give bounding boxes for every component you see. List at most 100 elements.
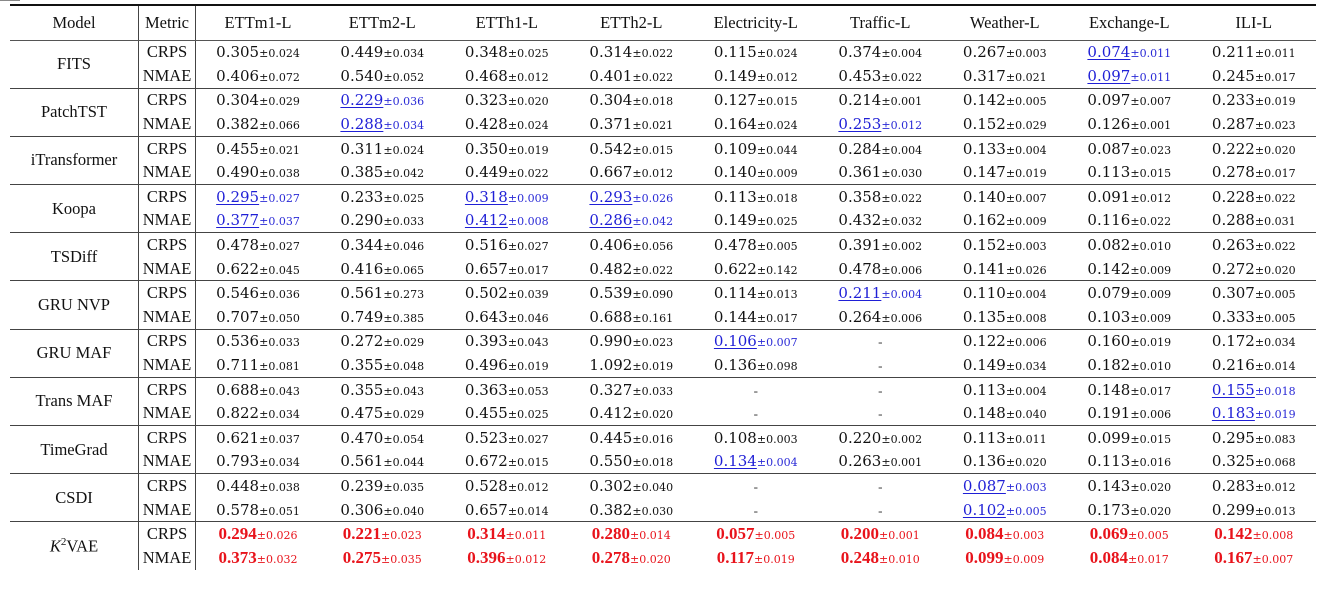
table-row: NMAE 0.711±0.081 0.355±0.048 0.496±0.019 1.0… xyxy=(10,353,1316,378)
std-value: ±0.024 xyxy=(756,119,798,133)
mean-value: 0.382 xyxy=(216,115,260,134)
mean-value: 0.116 xyxy=(1087,211,1131,230)
std-value: ±0.017 xyxy=(1130,384,1172,398)
value-cell: 0.160±0.019 xyxy=(1067,328,1192,354)
mean-value: 0.523 xyxy=(464,428,508,447)
mean-value: 0.057 xyxy=(716,524,755,544)
value-cell: 0.294±0.026 xyxy=(195,521,320,546)
table-row: FITS CRPS 0.305±0.024 0.449±0.034 0.348±0.02… xyxy=(10,40,1317,89)
std-value: ±0.012 xyxy=(881,119,923,133)
value-cell: 0.106±0.007 xyxy=(693,328,818,354)
std-value: ±0.034 xyxy=(1254,336,1296,350)
value-cell: 0.211±0.004 xyxy=(818,280,943,306)
mean-value: 0.117 xyxy=(716,548,755,568)
value-cell: 0.502±0.039 xyxy=(444,280,569,306)
std-value: ±0.023 xyxy=(381,529,422,543)
mean-value: 0.546 xyxy=(216,284,260,303)
value-cell: - xyxy=(818,498,943,522)
metric-label: NMAE xyxy=(138,112,196,137)
value-cell: 0.478±0.006 xyxy=(818,257,943,281)
column-header-traffic-l: Traffic-L xyxy=(818,4,943,41)
value-cell: 0.361±0.030 xyxy=(818,160,943,184)
value-cell: 0.302±0.040 xyxy=(569,473,694,498)
value-cell: 0.344±0.046 xyxy=(320,232,445,257)
mean-value: 0.561 xyxy=(340,452,384,471)
std-value: ±0.011 xyxy=(1130,47,1172,61)
std-value: ±0.009 xyxy=(1005,215,1047,229)
mean-value: 0.317 xyxy=(962,66,1006,85)
std-value: ±0.034 xyxy=(259,408,300,422)
mean-value: 0.448 xyxy=(216,476,260,495)
mean-value: 0.496 xyxy=(464,356,508,375)
mean-value: 0.333 xyxy=(1211,307,1255,326)
value-cell: 0.496±0.019 xyxy=(445,353,570,377)
mean-value: 0.114 xyxy=(713,284,757,303)
std-value: ±0.019 xyxy=(507,360,549,374)
value-cell: 0.490±0.038 xyxy=(196,160,321,184)
mean-value: 0.348 xyxy=(464,43,508,62)
value-cell: 0.272±0.020 xyxy=(1192,257,1317,281)
value-cell: 0.263±0.022 xyxy=(1191,232,1316,257)
mean-value: 0.314 xyxy=(589,43,633,62)
metric-label: NMAE xyxy=(138,353,196,378)
mean-value: 0.314 xyxy=(467,524,506,544)
missing-value: - xyxy=(878,382,883,398)
missing-value: - xyxy=(878,334,883,350)
mean-value: 0.396 xyxy=(467,548,506,568)
value-cell: 0.540±0.052 xyxy=(320,64,445,88)
mean-value: 0.248 xyxy=(840,548,880,568)
value-cell: 0.233±0.025 xyxy=(320,184,445,209)
value-cell: 0.622±0.142 xyxy=(694,257,819,281)
std-value: ±0.030 xyxy=(632,504,674,518)
value-cell: 0.211±0.011 xyxy=(1192,40,1317,64)
mean-value: 0.455 xyxy=(464,404,508,423)
std-value: ±0.009 xyxy=(1003,553,1045,567)
value-cell: 0.173±0.020 xyxy=(1067,498,1192,522)
mean-value: 0.263 xyxy=(1211,236,1255,255)
std-value: ±0.003 xyxy=(1005,47,1047,61)
std-value: ±0.027 xyxy=(507,240,549,254)
table-row: CSDI CRPS 0.448±0.038 0.239±0.035 0.528±0.01… xyxy=(10,473,1316,522)
std-value: ±0.081 xyxy=(259,360,300,374)
value-cell: 0.416±0.065 xyxy=(320,257,445,281)
column-header-etth2-l: ETTh2-L xyxy=(569,4,694,41)
mean-value: 0.091 xyxy=(1087,187,1131,206)
std-value: ±0.007 xyxy=(1130,95,1172,109)
mean-value: 0.160 xyxy=(1087,332,1131,351)
std-value: ±0.020 xyxy=(1005,456,1047,470)
std-value: ±0.022 xyxy=(632,47,674,61)
mean-value: 0.711 xyxy=(216,356,260,375)
std-value: ±0.052 xyxy=(383,70,425,84)
mean-value: 0.211 xyxy=(838,284,882,303)
value-cell: 0.136±0.020 xyxy=(943,450,1068,474)
mean-value: 0.152 xyxy=(962,236,1006,255)
value-cell: 0.355±0.043 xyxy=(320,376,445,402)
mean-value: 0.221 xyxy=(342,524,382,544)
std-value: ±0.026 xyxy=(1005,263,1047,277)
mean-value: 0.164 xyxy=(713,115,757,134)
value-cell: 0.536±0.033 xyxy=(195,328,320,354)
mean-value: 0.432 xyxy=(838,211,882,230)
mean-value: 0.299 xyxy=(1211,500,1255,519)
value-cell: 0.087±0.023 xyxy=(1067,135,1192,161)
mean-value: 0.099 xyxy=(1087,428,1131,447)
std-value: ±0.020 xyxy=(632,408,674,422)
mean-value: 0.082 xyxy=(1087,236,1131,255)
mean-value: 0.449 xyxy=(340,43,384,62)
value-cell: 0.546±0.036 xyxy=(195,280,320,306)
mean-value: 0.152 xyxy=(962,115,1006,134)
mean-value: 0.478 xyxy=(838,259,882,278)
value-cell: 0.432±0.032 xyxy=(818,209,943,233)
mean-value: 0.318 xyxy=(464,187,508,206)
mean-value: 0.468 xyxy=(464,66,508,85)
value-cell: 0.478±0.027 xyxy=(195,232,320,257)
mean-value: 0.416 xyxy=(340,259,384,278)
value-cell: 0.371±0.021 xyxy=(569,112,694,136)
metric-label: CRPS xyxy=(138,280,196,306)
mean-value: 0.148 xyxy=(962,404,1006,423)
std-value: ±0.002 xyxy=(881,240,923,254)
std-value: ±0.004 xyxy=(1005,384,1047,398)
table-row: GRU MAF CRPS 0.536±0.033 0.272±0.029 0.393±0… xyxy=(10,328,1316,378)
value-cell: 0.561±0.273 xyxy=(320,280,445,306)
std-value: ±0.007 xyxy=(756,336,798,350)
